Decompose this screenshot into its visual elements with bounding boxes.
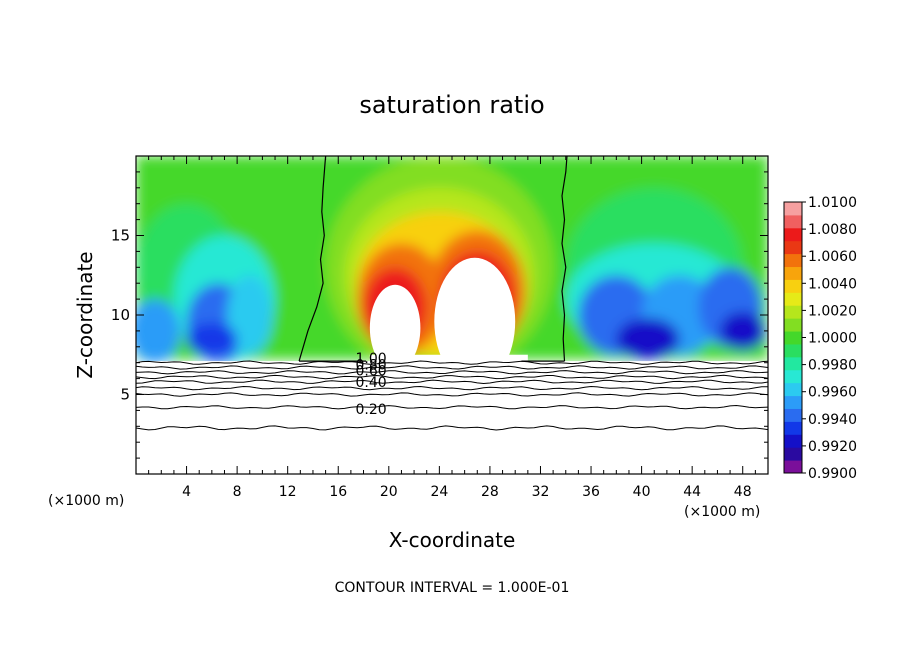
colorbar-swatch (784, 395, 802, 409)
field-blob (136, 299, 181, 363)
colorbar-swatch (784, 279, 802, 293)
contour-line (136, 385, 768, 391)
contour-label: 0.40 (356, 375, 387, 391)
x-axis: 4 8 12 16 20 24 28 32 36 40 44 48 (148, 156, 756, 500)
field-blob (719, 311, 766, 350)
saturation-boundary-left (298, 156, 327, 362)
cloud-core (369, 354, 528, 363)
field-blob (227, 275, 273, 355)
colorbar-swatch (784, 356, 802, 371)
saturation-boundary-right (561, 156, 568, 362)
colorbar-swatch (784, 266, 802, 280)
contour-interval-note: CONTOUR INTERVAL = 1.000E-01 (335, 580, 570, 596)
contour-line (136, 370, 768, 375)
contour-line (136, 425, 768, 431)
colorbar-swatch (784, 240, 802, 255)
x-tick-label: 36 (582, 484, 600, 500)
colorbar-label: 0.9920 (808, 439, 857, 455)
contour-label: 0.80 (356, 357, 387, 373)
contour-label: 1.00 (356, 351, 387, 367)
x-tick-label: 28 (481, 484, 499, 500)
field-blob (616, 318, 680, 360)
contour-line (136, 404, 768, 410)
colorbar-swatch (784, 202, 802, 216)
colorbar-swatch (784, 318, 802, 332)
colorbar-swatch (784, 331, 802, 345)
x-tick-label: 44 (683, 484, 701, 500)
colorbar-swatch (784, 369, 802, 384)
colorbar-swatch (784, 434, 802, 448)
x-unit-left: (×1000 m) (48, 493, 124, 509)
contour-lines: 1.000.800.600.40 0.20 (136, 156, 768, 431)
colorbar-label: 1.0040 (808, 276, 857, 292)
cloud-core (369, 284, 421, 371)
colorbar-label: 0.9980 (808, 358, 857, 374)
colorbar-label: 1.0000 (808, 331, 857, 347)
x-tick-label: 8 (233, 484, 242, 500)
colorbar-label: 1.0080 (808, 222, 857, 238)
colorbar-swatch (784, 382, 802, 397)
cloud-core (434, 257, 516, 385)
x-tick-label: 48 (734, 484, 752, 500)
y-axis-label: Z-coordinate (73, 251, 97, 378)
colorbar-swatch (784, 292, 802, 306)
field-blob (186, 322, 238, 355)
colorbar-label: 1.0100 (808, 195, 857, 211)
x-tick-label: 12 (279, 484, 297, 500)
colorbar-label: 0.9940 (808, 412, 857, 428)
colorbar-swatch (784, 421, 802, 435)
y-axis: 5 10 15 (111, 171, 768, 459)
colorbar-swatch (784, 227, 802, 242)
x-tick-label: 24 (430, 484, 448, 500)
x-axis-label: X-coordinate (389, 528, 516, 552)
contour-line (136, 365, 768, 370)
x-tick-label: 20 (380, 484, 398, 500)
colorbar-swatch (784, 447, 802, 461)
contour-label: 0.20 (356, 402, 387, 418)
y-tick-label: 10 (111, 306, 130, 324)
x-unit-right: (×1000 m) (684, 504, 760, 520)
x-tick-label: 40 (633, 484, 651, 500)
colorbar-swatch (784, 460, 802, 474)
x-tick-label: 16 (329, 484, 347, 500)
contour-line (136, 379, 768, 385)
x-tick-label: 32 (532, 484, 550, 500)
colorbar-swatch (784, 253, 802, 268)
colorbar-label: 1.0060 (808, 249, 857, 265)
contour-label: 0.60 (356, 364, 387, 380)
x-tick-label: 4 (182, 484, 191, 500)
colorbar-swatch (784, 305, 802, 319)
colorbar: 1.0100 1.0080 1.0060 1.0040 1.0020 1.0000 0.99… (783, 195, 857, 482)
colorbar-swatch (784, 408, 802, 422)
contour-line (136, 360, 768, 365)
colorbar-label: 1.0020 (808, 303, 857, 319)
lower-region (136, 361, 768, 474)
cloud-core-regions (136, 257, 768, 474)
colorbar-swatch (784, 343, 802, 358)
contour-line (136, 374, 768, 380)
colorbar-swatch (784, 214, 802, 229)
contour-line (136, 392, 768, 397)
chart-title: saturation ratio (359, 91, 544, 119)
y-tick-label: 15 (111, 227, 130, 245)
colorbar-label: 0.9960 (808, 385, 857, 401)
colorbar-label: 0.9900 (808, 466, 857, 482)
y-tick-label: 5 (120, 386, 130, 404)
plot-area: 1.000.800.600.40 0.20 (136, 156, 768, 474)
